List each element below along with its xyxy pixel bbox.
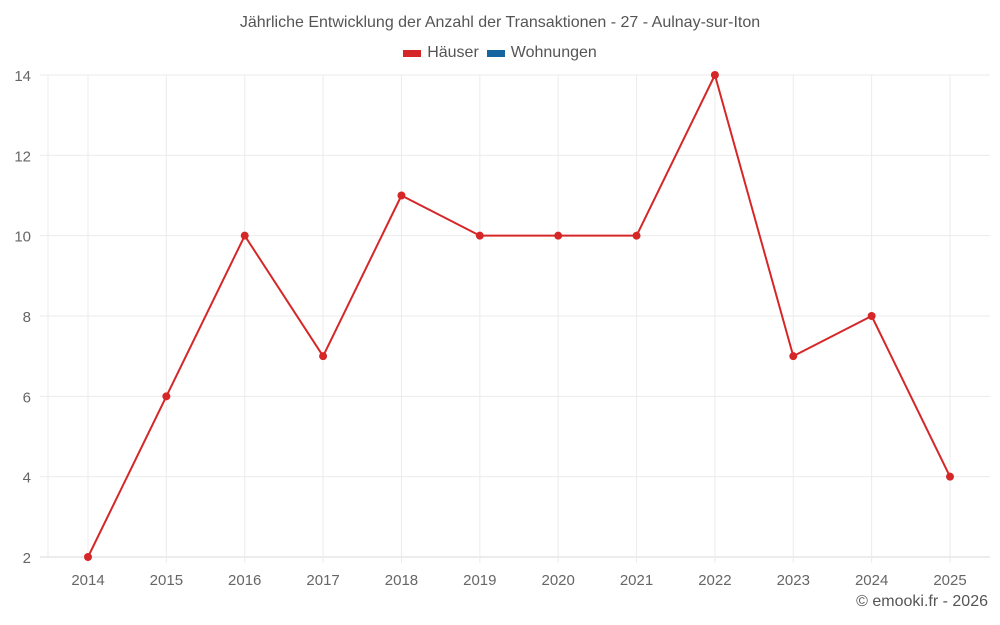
data-point[interactable] — [632, 231, 641, 240]
credit-text: © emooki.fr - 2026 — [856, 593, 988, 610]
chart-title: Jährliche Entwicklung der Anzahl der Tra… — [239, 14, 761, 31]
x-tick-label: 2019 — [463, 572, 496, 589]
x-tick-label: 2017 — [306, 572, 339, 589]
x-tick-label: 2022 — [698, 572, 731, 589]
data-point[interactable] — [710, 71, 719, 79]
y-tick-label: 14 — [14, 68, 31, 85]
data-point[interactable] — [397, 191, 406, 200]
data-point[interactable] — [867, 312, 876, 320]
x-tick-label: 2021 — [620, 572, 653, 589]
legend-swatch-wohnungen — [486, 49, 505, 57]
series-line — [87, 74, 951, 558]
legend-label-wohnungen: Wohnungen — [510, 44, 597, 61]
axes: 2 4 6 8 10 12 14 2014 2015 2016 2017 2018 2019 2020 20… — [14, 68, 966, 589]
data-point[interactable] — [319, 352, 328, 361]
legend-item-haeuser[interactable]: Häuser — [403, 44, 479, 62]
x-tick-label: 2024 — [855, 572, 888, 589]
x-tick-label: 2025 — [933, 572, 966, 589]
series-haeuser — [84, 71, 954, 561]
y-tick-label: 6 — [23, 389, 31, 406]
x-tick-label: 2016 — [228, 572, 261, 589]
data-point[interactable] — [946, 472, 954, 481]
y-tick-label: 10 — [14, 229, 31, 246]
x-tick-label: 2023 — [777, 572, 810, 589]
data-point[interactable] — [162, 392, 171, 401]
data-point[interactable] — [475, 231, 484, 240]
y-tick-label: 4 — [23, 470, 31, 487]
data-point[interactable] — [240, 231, 249, 240]
legend-label-haeuser: Häuser — [427, 44, 479, 61]
y-tick-label: 12 — [14, 148, 31, 165]
grid-lines — [40, 74, 990, 563]
data-point[interactable] — [554, 231, 563, 240]
legend: Häuser Wohnungen — [0, 44, 1000, 62]
y-tick-label: 2 — [23, 550, 31, 567]
y-tick-label: 8 — [23, 309, 31, 326]
x-tick-label: 2014 — [71, 572, 104, 589]
legend-item-wohnungen[interactable]: Wohnungen — [486, 44, 597, 62]
x-tick-label: 2018 — [385, 572, 418, 589]
x-tick-label: 2020 — [541, 572, 574, 589]
data-point[interactable] — [84, 553, 92, 561]
legend-swatch-haeuser — [403, 49, 422, 57]
data-point[interactable] — [789, 352, 798, 361]
x-tick-label: 2015 — [150, 572, 183, 589]
